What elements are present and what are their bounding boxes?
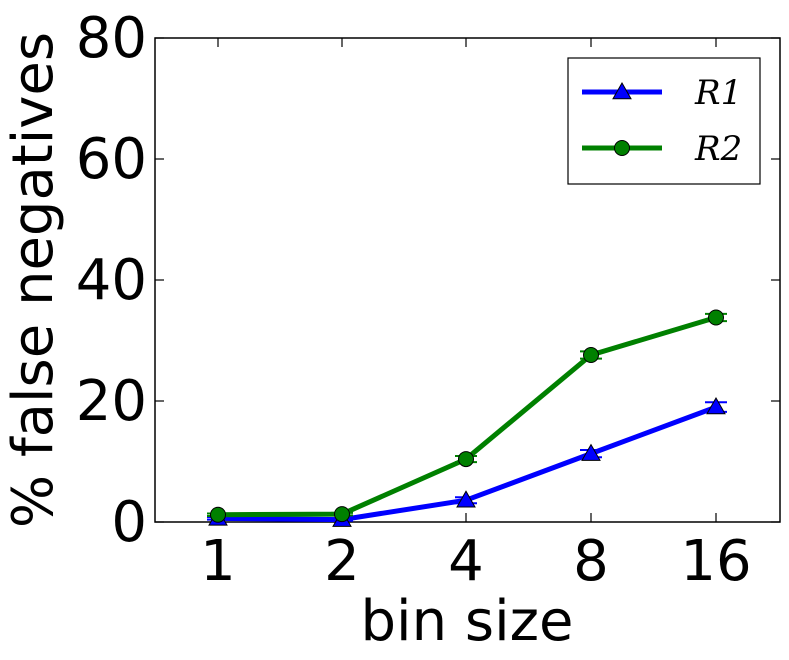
- legend-label: R2: [694, 129, 742, 169]
- data-point: [456, 490, 476, 508]
- series-r2: [207, 309, 727, 523]
- legend-box: [567, 57, 761, 185]
- legend-label: R1: [694, 73, 742, 113]
- data-point: [706, 397, 726, 415]
- data-point: [583, 347, 599, 364]
- legend-item-r2: R2: [582, 129, 742, 169]
- y-tick-label: 40: [76, 248, 147, 313]
- y-axis-label: % false negatives: [1, 32, 66, 528]
- series-line: [217, 315, 717, 518]
- x-tick-label: 2: [324, 529, 360, 594]
- data-point: [458, 451, 474, 468]
- y-tick-label: 80: [76, 6, 147, 71]
- y-axis: 0 20 40 60 80: [76, 6, 780, 555]
- legend-marker: [612, 81, 632, 100]
- y-tick-label: 60: [76, 127, 147, 192]
- x-axis-label: bin size: [361, 589, 574, 654]
- data-point: [581, 443, 601, 461]
- x-tick-label: 1: [200, 529, 236, 594]
- legend-marker: [614, 140, 630, 156]
- series-layer: [207, 309, 727, 527]
- y-tick-label: 0: [111, 490, 147, 555]
- x-tick-label: 4: [448, 529, 484, 594]
- x-tick-label: 16: [680, 529, 751, 594]
- data-point: [334, 506, 350, 523]
- plot-area: 0 20 40 60 80 1 2 4 8 16: [76, 6, 781, 594]
- y-tick-label: 20: [76, 369, 147, 434]
- legend-item-r1: R1: [582, 73, 742, 113]
- x-tick-label: 8: [573, 529, 609, 594]
- data-point: [210, 506, 226, 523]
- x-axis: 1 2 4 8 16: [200, 38, 752, 594]
- data-point: [708, 309, 724, 326]
